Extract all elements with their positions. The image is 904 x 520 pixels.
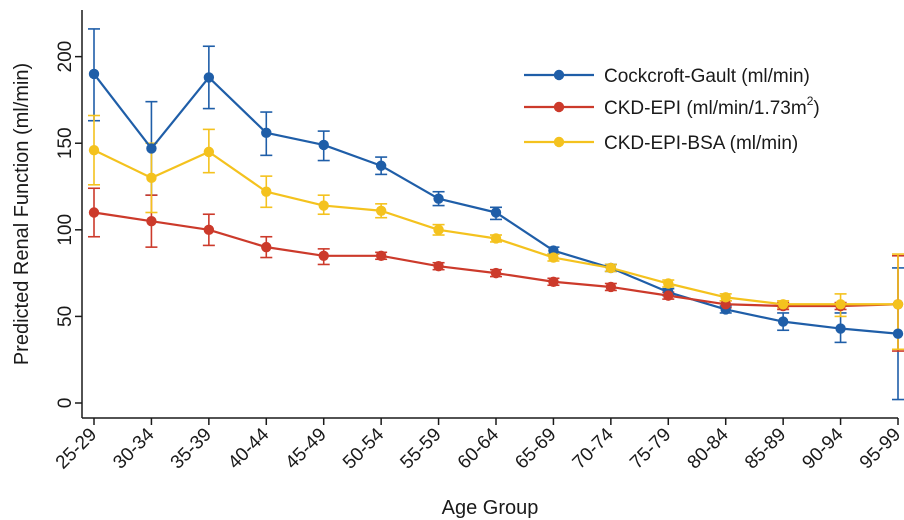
data-point — [375, 160, 387, 171]
data-point — [892, 299, 904, 310]
y-tick-label: 50 — [55, 306, 76, 327]
legend-label: CKD-EPI-BSA (ml/min) — [604, 133, 798, 154]
data-point — [433, 260, 444, 272]
data-point — [548, 252, 559, 263]
y-axis-title: Predicted Renal Function (ml/min) — [11, 63, 33, 365]
data-point — [835, 323, 846, 334]
y-tick-label: 0 — [55, 398, 76, 409]
data-point — [433, 224, 444, 236]
legend: Cockcroft-Gault (ml/min) CKD-EPI (ml/min/… — [524, 66, 820, 154]
x-tick-label: 60-64 — [454, 424, 504, 474]
data-point — [375, 250, 387, 261]
legend-label-text: CKD-EPI-BSA (ml/min) — [604, 133, 798, 154]
legend-item: Cockcroft-Gault (ml/min) — [524, 66, 810, 87]
data-point — [720, 292, 731, 303]
legend-label: Cockcroft-Gault (ml/min) — [604, 66, 810, 87]
data-point — [892, 328, 904, 339]
y-tick-label: 100 — [55, 214, 76, 246]
data-point — [88, 207, 100, 218]
legend-item: CKD-EPI-BSA (ml/min) — [524, 133, 798, 154]
x-tick-label: 80-84 — [684, 424, 734, 474]
data-point — [605, 262, 617, 274]
series-markers — [88, 68, 904, 339]
data-point — [375, 205, 387, 216]
data-point — [318, 250, 329, 261]
x-tick-label: 75-79 — [626, 424, 675, 473]
data-point — [146, 215, 157, 227]
y-tick-label: 200 — [55, 41, 76, 73]
series-line-2 — [93, 211, 899, 308]
x-tick-label: 45-49 — [282, 424, 331, 473]
data-point — [835, 299, 846, 310]
data-point — [318, 200, 329, 211]
data-point — [261, 241, 272, 253]
x-tick-label: 65-69 — [511, 424, 560, 473]
x-tick-label: 85-89 — [741, 424, 790, 473]
x-tick-label: 50-54 — [339, 424, 389, 474]
x-tick-label: 40-44 — [224, 424, 274, 474]
data-point — [490, 233, 502, 244]
data-point — [490, 267, 502, 279]
legend-swatch-marker — [553, 69, 565, 81]
y-tick-label: 150 — [55, 127, 76, 159]
x-tick-label: 70-74 — [569, 424, 619, 474]
data-point — [548, 276, 559, 287]
x-tick-label: 35-39 — [167, 424, 216, 473]
legend-label-text: Cockcroft-Gault (ml/min) — [604, 66, 810, 87]
legend-swatch-marker — [553, 136, 565, 148]
data-point — [203, 224, 215, 236]
x-tick-label: 90-94 — [798, 424, 848, 474]
x-tick-label: 95-99 — [856, 424, 904, 473]
legend-swatch-marker — [553, 101, 565, 113]
data-point — [777, 299, 789, 310]
data-point — [203, 146, 215, 158]
data-point — [146, 143, 157, 154]
x-tick-label: 25-29 — [52, 424, 101, 473]
data-point — [88, 68, 100, 80]
x-tick-label: 55-59 — [396, 424, 445, 473]
data-point — [663, 290, 674, 301]
legend-item: CKD-EPI (ml/min/1.73m2) — [524, 94, 820, 119]
data-point — [261, 186, 272, 197]
data-point — [490, 207, 502, 218]
x-tick-label: 30-34 — [109, 424, 159, 474]
data-point — [261, 127, 272, 139]
axes — [81, 10, 898, 419]
data-point — [605, 281, 617, 293]
data-point — [88, 144, 100, 156]
data-point — [433, 193, 444, 204]
legend-label-text: CKD-EPI (ml/min/1.73m — [604, 98, 807, 119]
data-point — [203, 72, 215, 83]
data-point — [777, 316, 789, 327]
data-point — [318, 139, 329, 151]
data-point — [663, 278, 674, 289]
x-axis-title: Age Group — [442, 497, 539, 519]
legend-label-superscript: 2 — [807, 94, 814, 108]
legend-label: CKD-EPI (ml/min/1.73m2) — [604, 94, 820, 119]
data-point — [146, 172, 157, 184]
legend-label-suffix: ) — [813, 98, 819, 119]
